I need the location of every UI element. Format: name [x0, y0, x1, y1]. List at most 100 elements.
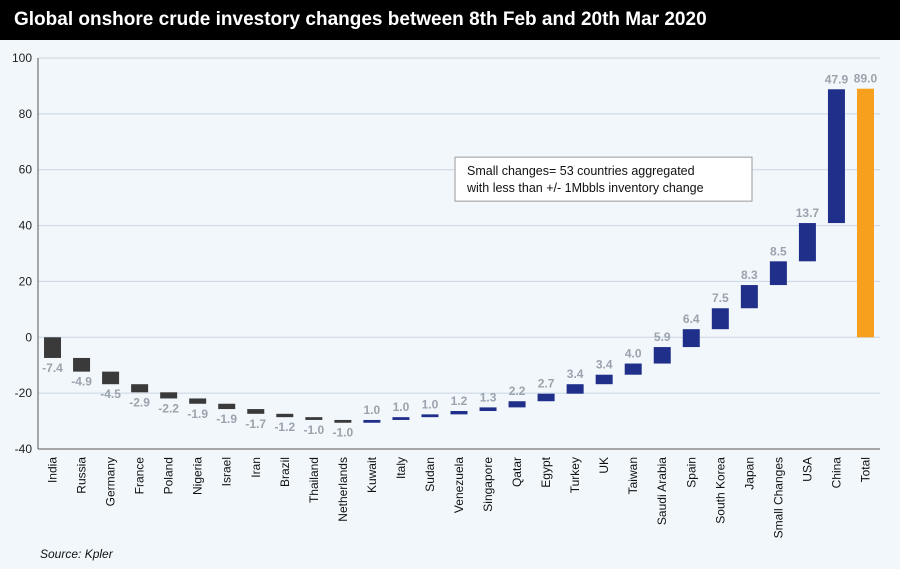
bar-qatar: [508, 401, 526, 408]
y-tick-label: 60: [19, 163, 33, 177]
value-label: 8.5: [770, 244, 787, 258]
value-label: 47.9: [825, 72, 849, 86]
x-tick-label: Iran: [249, 457, 263, 478]
bar-india: [44, 337, 62, 358]
value-label: 2.7: [538, 377, 555, 391]
waterfall-chart: -40 -20 0 20 40 60 80 100 -7.4 India -4.9 Russia -4.…: [12, 51, 880, 538]
value-label: -7.4: [42, 361, 63, 375]
value-label: -1.9: [216, 412, 237, 426]
bar-singapore: [479, 407, 497, 412]
bar-germany: [102, 371, 120, 385]
y-tick-label: -20: [15, 386, 33, 400]
bar-saudi-arabia: [653, 347, 671, 364]
x-tick-label: Taiwan: [626, 457, 640, 494]
value-label: 1.3: [480, 390, 497, 404]
bar-iran: [247, 409, 265, 414]
x-tick-label: Sudan: [423, 457, 437, 492]
x-tick-label: Poland: [162, 457, 176, 494]
value-label: 1.0: [422, 397, 439, 411]
x-tick-label: France: [133, 457, 147, 495]
bar-uk: [595, 374, 613, 385]
x-tick-label: Japan: [742, 457, 756, 490]
value-label: 1.2: [451, 394, 468, 408]
source-note: Source: Kpler: [40, 547, 113, 561]
y-tick-label: 100: [12, 51, 32, 65]
bar-poland: [160, 392, 178, 399]
value-label: 89.0: [854, 72, 878, 86]
bar-nigeria: [189, 398, 207, 404]
value-label: 6.4: [683, 312, 700, 326]
x-tick-label: Germany: [104, 457, 118, 506]
bar-egypt: [537, 393, 555, 402]
x-tick-label: Small Changes: [771, 457, 785, 538]
annotation-text: with less than +/- 1Mbbls inventory chan…: [466, 181, 704, 195]
x-tick-label: Thailand: [307, 457, 321, 503]
x-tick-label: Qatar: [510, 457, 524, 487]
bar-italy: [392, 417, 410, 420]
bar-israel: [218, 403, 236, 410]
x-tick-label: Saudi Arabia: [655, 457, 669, 525]
value-label: 5.9: [654, 330, 671, 344]
x-tick-label: South Korea: [713, 457, 727, 524]
bar-brazil: [276, 413, 294, 418]
x-tick-label: Nigeria: [191, 457, 205, 495]
bar-thailand: [305, 417, 323, 420]
x-tick-label: Kuwait: [365, 456, 379, 493]
bar-kuwait: [363, 419, 381, 423]
x-tick-label: Total: [858, 457, 872, 482]
value-label: 1.0: [364, 403, 381, 417]
x-tick-label: Netherlands: [336, 457, 350, 522]
value-label: 2.2: [509, 384, 526, 398]
value-label: -1.7: [245, 417, 266, 431]
bar-netherlands: [334, 419, 352, 423]
x-tick-label: Brazil: [278, 457, 292, 487]
x-tick-label: Singapore: [481, 457, 495, 512]
x-tick-label: USA: [800, 457, 814, 482]
bar-china: [827, 89, 845, 224]
x-tick-label: China: [829, 457, 843, 489]
value-label: 7.5: [712, 291, 729, 305]
x-tick-label: India: [46, 457, 60, 483]
value-label: -4.5: [100, 387, 121, 401]
x-tick-label: Israel: [220, 457, 234, 486]
annotation-box: [454, 156, 753, 202]
bar-japan: [740, 285, 758, 309]
value-label: 1.0: [393, 400, 410, 414]
x-tick-label: Italy: [394, 457, 408, 479]
value-label: -1.9: [187, 407, 208, 421]
value-label: 3.4: [567, 367, 584, 381]
value-label: 13.7: [796, 206, 820, 220]
value-label: -2.9: [129, 395, 150, 409]
value-label: 3.4: [596, 358, 613, 372]
bar-sudan: [421, 414, 439, 418]
bar-venezuela: [450, 411, 468, 415]
x-tick-label: Turkey: [568, 457, 582, 493]
bar-spain: [682, 329, 700, 348]
y-tick-label: 0: [25, 330, 32, 344]
value-label: -1.2: [274, 420, 295, 434]
value-label: -1.0: [303, 423, 324, 437]
bar-turkey: [566, 384, 584, 394]
bar-small-changes: [769, 261, 787, 286]
value-label: -4.9: [71, 375, 92, 389]
bar-russia: [73, 357, 91, 372]
y-tick-label: 20: [19, 274, 33, 288]
x-tick-label: Spain: [684, 457, 698, 488]
value-label: 4.0: [625, 347, 642, 361]
bar-france: [131, 384, 149, 393]
bar-taiwan: [624, 363, 642, 375]
bar-south-korea: [711, 308, 729, 330]
x-tick-label: Russia: [75, 457, 89, 494]
y-tick-label: 40: [19, 219, 33, 233]
value-label: -2.2: [158, 401, 179, 415]
bar-usa: [798, 223, 816, 262]
chart-title: Global onshore crude investory changes b…: [0, 0, 900, 40]
x-tick-label: UK: [597, 457, 611, 474]
y-tick-label: 80: [19, 107, 33, 121]
bar-total: [856, 88, 874, 338]
annotation-text: Small changes= 53 countries aggregated: [467, 164, 695, 178]
x-tick-label: Egypt: [539, 456, 553, 487]
value-label: 8.3: [741, 268, 758, 282]
y-tick-label: -40: [15, 442, 33, 456]
